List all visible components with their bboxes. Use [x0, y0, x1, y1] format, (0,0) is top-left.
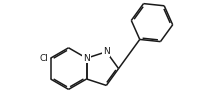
Text: N: N: [83, 54, 90, 63]
Text: N: N: [103, 47, 110, 56]
Text: Cl: Cl: [40, 54, 48, 63]
